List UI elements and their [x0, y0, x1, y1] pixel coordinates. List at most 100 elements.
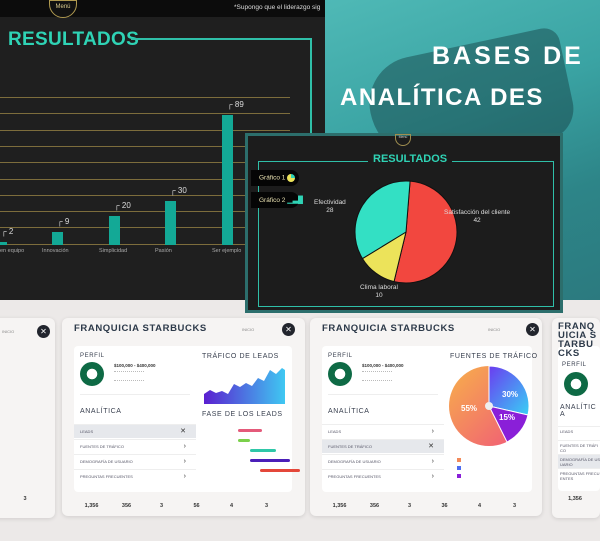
bar-label: Ser ejemplo	[212, 248, 242, 254]
quote-text: *Supongo que el liderazgo sig	[234, 4, 321, 11]
inicio-link[interactable]: INICIO	[242, 327, 255, 332]
menu-item[interactable]: PREGUNTAS FRECUENTES ›	[322, 469, 444, 483]
stats-row: 1,356 356 3 56 4 3	[74, 496, 292, 512]
stat: 1,356	[84, 503, 99, 509]
starbucks-logo	[328, 362, 352, 386]
hero-line-2: ANALÍTICA DES	[340, 84, 544, 111]
stat: 4	[477, 503, 482, 509]
investment-range: $100,000 - $400,000	[114, 363, 156, 368]
slice-label: 15%	[499, 413, 516, 422]
phase-bar	[250, 459, 290, 462]
stat: 3	[159, 503, 164, 509]
starbucks-logo	[80, 362, 104, 386]
profile-heading: PERFIL	[562, 362, 587, 368]
bar-label: Pasión	[155, 248, 172, 254]
card-panel: PERFIL ANALÍTICA LEADS FUENTES DE TRÁFIC…	[558, 346, 600, 491]
legend-swatch	[457, 466, 461, 470]
analytics-heading: ANALÍTICA	[328, 408, 370, 415]
bar-label: Innovación	[42, 248, 69, 254]
button-label: Gráfico 1	[259, 174, 286, 182]
chevron-right-icon: ›	[183, 473, 186, 480]
phase-bar	[250, 449, 276, 452]
bar-value: ┌ 20	[114, 200, 131, 210]
chart-2-button[interactable]: Gráfico 2 ▁▃█	[251, 192, 303, 208]
bar-label: Simplicidad	[99, 248, 128, 254]
franchise-card: FRANQUICIA STARBUCKS INICIO ✕ PERFIL $10…	[62, 318, 305, 516]
gridline	[0, 227, 290, 229]
stat: 56	[193, 503, 200, 509]
traffic-heading: TRÁFICO DE LEADS	[202, 353, 279, 360]
profile-details	[114, 371, 144, 381]
stat: 356	[369, 503, 380, 509]
investment-range: $100,000 - $400,000	[362, 363, 404, 368]
pie-slice	[354, 180, 411, 260]
sources-pie-chart	[449, 365, 530, 446]
divider	[80, 394, 190, 395]
stat: 1,356	[568, 496, 582, 502]
bar	[0, 242, 7, 245]
close-button[interactable]: ✕	[37, 325, 50, 338]
pie-label-clima: Clima laboral 10	[360, 284, 398, 299]
menu-button[interactable]: Menú	[395, 134, 411, 146]
close-button[interactable]: ✕	[282, 323, 295, 336]
pie-chart-icon	[287, 174, 296, 182]
menu-item[interactable]: DEMOGRAFÍA DE USUARIO	[558, 454, 600, 468]
gridline	[0, 178, 290, 180]
menu-item[interactable]: LEADS ✕	[74, 424, 196, 438]
menu-item[interactable]: LEADS ›	[322, 424, 444, 438]
menu-item[interactable]: PREGUNTAS FRECUENTES	[558, 468, 600, 482]
chevron-right-icon: ›	[431, 428, 434, 435]
inicio-link[interactable]: INICIO	[488, 327, 501, 332]
chart-1-button[interactable]: Gráfico 1	[251, 170, 299, 186]
bar	[222, 115, 233, 245]
profile-heading: PERFIL	[328, 353, 353, 359]
pie-results-panel: Menú RESULTADOS Gráfico 1 Gráfico 2 ▁▃█ …	[245, 133, 563, 313]
slice-label: 30%	[502, 390, 519, 399]
menu-label: Menú	[55, 4, 71, 10]
pie-label-satisfaccion: Satisfacción del cliente 42	[444, 209, 511, 224]
pie-title: RESULTADOS	[368, 153, 453, 165]
button-label: Gráfico 2	[259, 197, 286, 204]
pie-chart	[354, 180, 458, 284]
stat: 3	[512, 503, 517, 509]
card-title: FRANQUICIA STARBUCKS	[558, 321, 597, 359]
bar-chart-icon: ▁▃█	[287, 197, 303, 204]
inicio-link[interactable]: INICIO	[2, 329, 15, 334]
legend-swatch	[457, 474, 461, 478]
stat: 1,356	[332, 503, 347, 509]
divider	[131, 38, 311, 40]
card-title: FRANQUICIA STARBUCKS	[322, 323, 455, 334]
stats-row: 1,356 356 3 36 4 3	[322, 496, 532, 512]
menu-item[interactable]: FUENTES DE TRÁFICO ✕	[322, 439, 444, 453]
phase-bar	[238, 439, 250, 442]
chevron-right-icon: ›	[431, 473, 434, 480]
gridline	[0, 129, 290, 131]
close-icon: ✕	[180, 428, 186, 435]
phase-heading: FASE DE LOS LEADS	[202, 411, 283, 418]
stat: 36	[441, 503, 448, 509]
stat: 3	[264, 503, 269, 509]
traffic-area-chart	[204, 368, 285, 404]
chevron-right-icon: ›	[183, 458, 186, 465]
bar	[52, 231, 63, 245]
profile-heading: PERFIL	[80, 353, 105, 359]
close-button[interactable]: ✕	[526, 323, 539, 336]
menu-item[interactable]: FUENTES DE TRÁFICO ›	[74, 439, 196, 453]
phase-bar	[260, 469, 300, 472]
menu-item[interactable]: DEMOGRAFÍA DE USUARIO ›	[322, 454, 444, 468]
divider	[310, 38, 312, 138]
stat: 4	[229, 503, 234, 509]
partial-left-card: INICIO ✕ 3	[0, 318, 55, 518]
chevron-right-icon: ›	[431, 458, 434, 465]
card-panel: PERFIL $100,000 - $400,000 ANALÍTICA LEA…	[74, 346, 300, 492]
bar-value: ┌ 2	[1, 227, 14, 237]
menu-item[interactable]: FUENTES DE TRÁFICO	[558, 440, 600, 454]
menu-item[interactable]: LEADS	[558, 426, 600, 440]
profile-details	[362, 371, 392, 381]
bar-label: en equipo	[0, 248, 25, 254]
menu-item[interactable]: PREGUNTAS FRECUENTES ›	[74, 469, 196, 483]
bar-value: ┌ 30	[170, 186, 187, 196]
bar	[165, 201, 176, 245]
stat: 3	[407, 503, 412, 509]
menu-item[interactable]: DEMOGRAFÍA DE USUARIO ›	[74, 454, 196, 468]
